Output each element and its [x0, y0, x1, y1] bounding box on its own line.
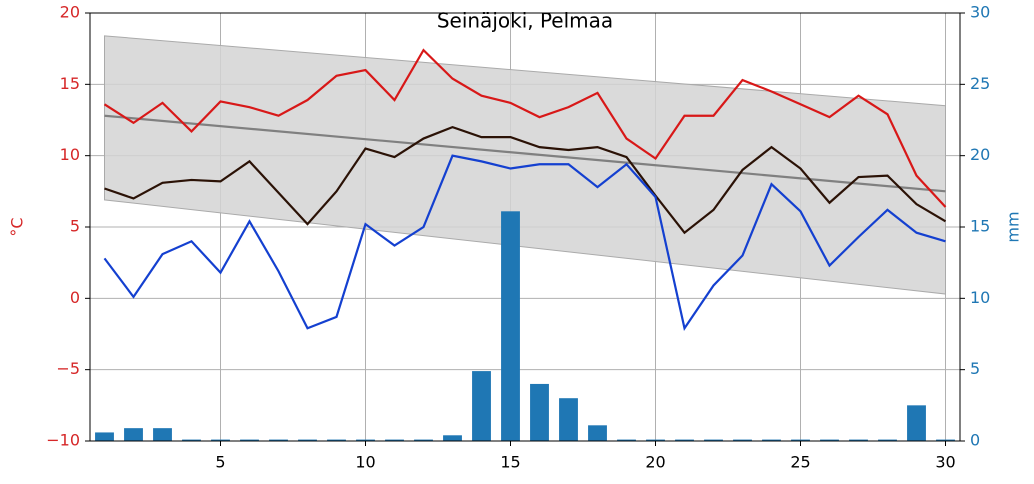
- y-tick-label: 5: [70, 217, 80, 236]
- y-tick-label: 10: [60, 145, 80, 164]
- x-tick-label: 10: [355, 453, 375, 472]
- plot-frame: [89, 12, 961, 442]
- bar: [501, 211, 520, 441]
- y-tick-label: −5: [56, 359, 80, 378]
- bar: [675, 439, 694, 441]
- bar: [791, 439, 810, 441]
- bar: [530, 383, 549, 441]
- bar: [559, 398, 578, 441]
- line: [104, 125, 947, 235]
- x-tick-label: 15: [500, 453, 520, 472]
- bar: [820, 439, 839, 441]
- y-tick-label: 15: [60, 74, 80, 93]
- y-axis-label: °C: [8, 217, 27, 236]
- bar: [298, 439, 317, 441]
- bar: [385, 439, 404, 441]
- bar: [443, 435, 462, 441]
- y2-tick-label: 10: [970, 288, 990, 307]
- bar: [327, 439, 346, 441]
- bar: [588, 425, 607, 441]
- y2-tick-label: 5: [970, 359, 980, 378]
- line: [104, 114, 946, 193]
- bar: [153, 428, 172, 441]
- bar: [124, 428, 143, 441]
- bar: [849, 439, 868, 441]
- y2-tick-label: 15: [970, 217, 990, 236]
- x-tick-label: 30: [935, 453, 955, 472]
- bar: [704, 439, 723, 441]
- y2-tick-label: 30: [970, 3, 990, 22]
- chart-title: Seinäjoki, Pelmaa: [437, 9, 613, 33]
- bar: [762, 439, 781, 441]
- bar: [240, 439, 259, 441]
- y2-tick-label: 0: [970, 431, 980, 450]
- x-tick-label: 5: [215, 453, 225, 472]
- bar: [907, 405, 926, 441]
- y2-axis-label: mm: [1004, 211, 1023, 242]
- bar: [269, 439, 288, 441]
- y-tick-label: 20: [60, 3, 80, 22]
- x-tick-label: 20: [645, 453, 665, 472]
- bar: [733, 439, 752, 441]
- bar: [211, 439, 230, 441]
- y-tick-label: −10: [46, 431, 80, 450]
- x-tick-label: 25: [790, 453, 810, 472]
- bar: [646, 439, 665, 441]
- bar: [356, 439, 375, 441]
- bar: [878, 439, 897, 441]
- bar: [936, 439, 955, 441]
- bar: [182, 439, 201, 441]
- y2-tick-label: 20: [970, 145, 990, 164]
- line: [103, 48, 947, 208]
- bar: [472, 371, 491, 441]
- bar: [414, 439, 433, 441]
- line: [103, 154, 946, 332]
- bar: [617, 439, 636, 441]
- range-band: [104, 35, 946, 295]
- bar: [95, 432, 114, 441]
- y-tick-label: 0: [70, 288, 80, 307]
- y2-tick-label: 25: [970, 74, 990, 93]
